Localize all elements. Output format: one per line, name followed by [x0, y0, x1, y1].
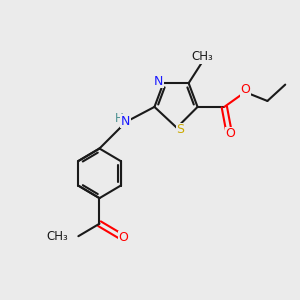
Text: N: N [121, 115, 130, 128]
Text: N: N [154, 74, 164, 88]
Text: CH₃: CH₃ [191, 50, 213, 64]
Text: CH₃: CH₃ [46, 230, 68, 243]
Text: S: S [176, 123, 184, 136]
Text: O: O [240, 83, 250, 96]
Text: O: O [225, 127, 235, 140]
Text: O: O [118, 231, 128, 244]
Text: H: H [114, 112, 123, 125]
